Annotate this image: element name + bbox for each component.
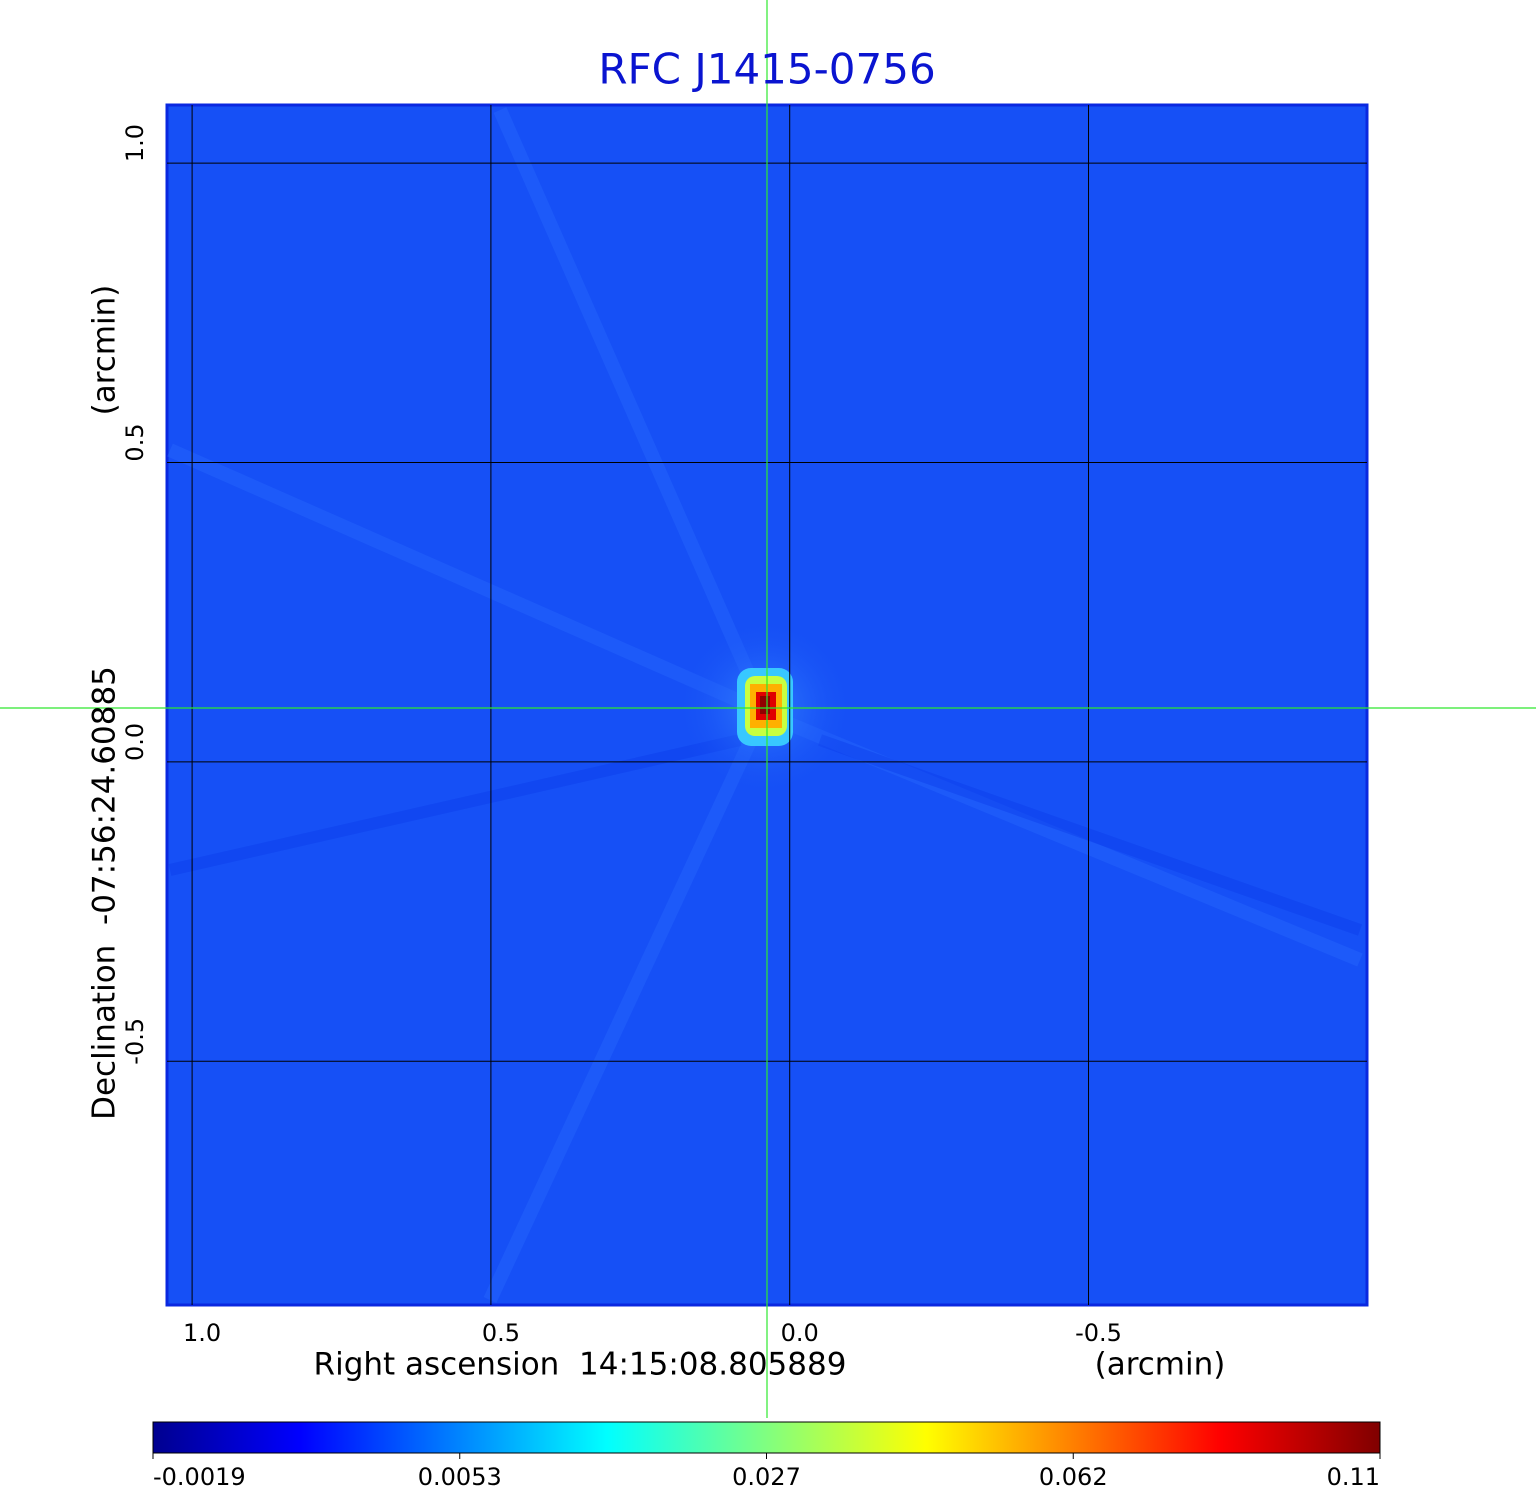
x-tick-label: 0.0: [781, 1319, 819, 1347]
x-axis-label: Right ascension 14:15:08.805889: [314, 1347, 847, 1383]
x-tick-label: -0.5: [1075, 1319, 1122, 1347]
colorbar-tick-label: 0.062: [1039, 1463, 1108, 1491]
x-axis-unit: (arcmin): [1095, 1347, 1226, 1383]
y-axis-label: Declination -07:56:24.60885: [87, 666, 123, 1120]
y-tick-label: -0.5: [121, 1018, 149, 1065]
y-axis-unit: (arcmin): [87, 285, 123, 416]
colorbar: [152, 1421, 1381, 1454]
y-tick-label: 0.0: [121, 723, 149, 761]
colorbar-tick-label: -0.0019: [153, 1463, 246, 1491]
x-tick-label: 0.5: [482, 1319, 520, 1347]
y-tick-label: 1.0: [121, 124, 149, 162]
colorbar-tick-label: 0.027: [732, 1463, 801, 1491]
colorbar-tick-label: 0.0053: [418, 1463, 502, 1491]
chart-title: RFC J1415-0756: [598, 45, 935, 94]
x-tick-label: 1.0: [183, 1319, 221, 1347]
y-tick-label: 0.5: [121, 423, 149, 461]
colorbar-tick-label: 0.11: [1327, 1463, 1380, 1491]
